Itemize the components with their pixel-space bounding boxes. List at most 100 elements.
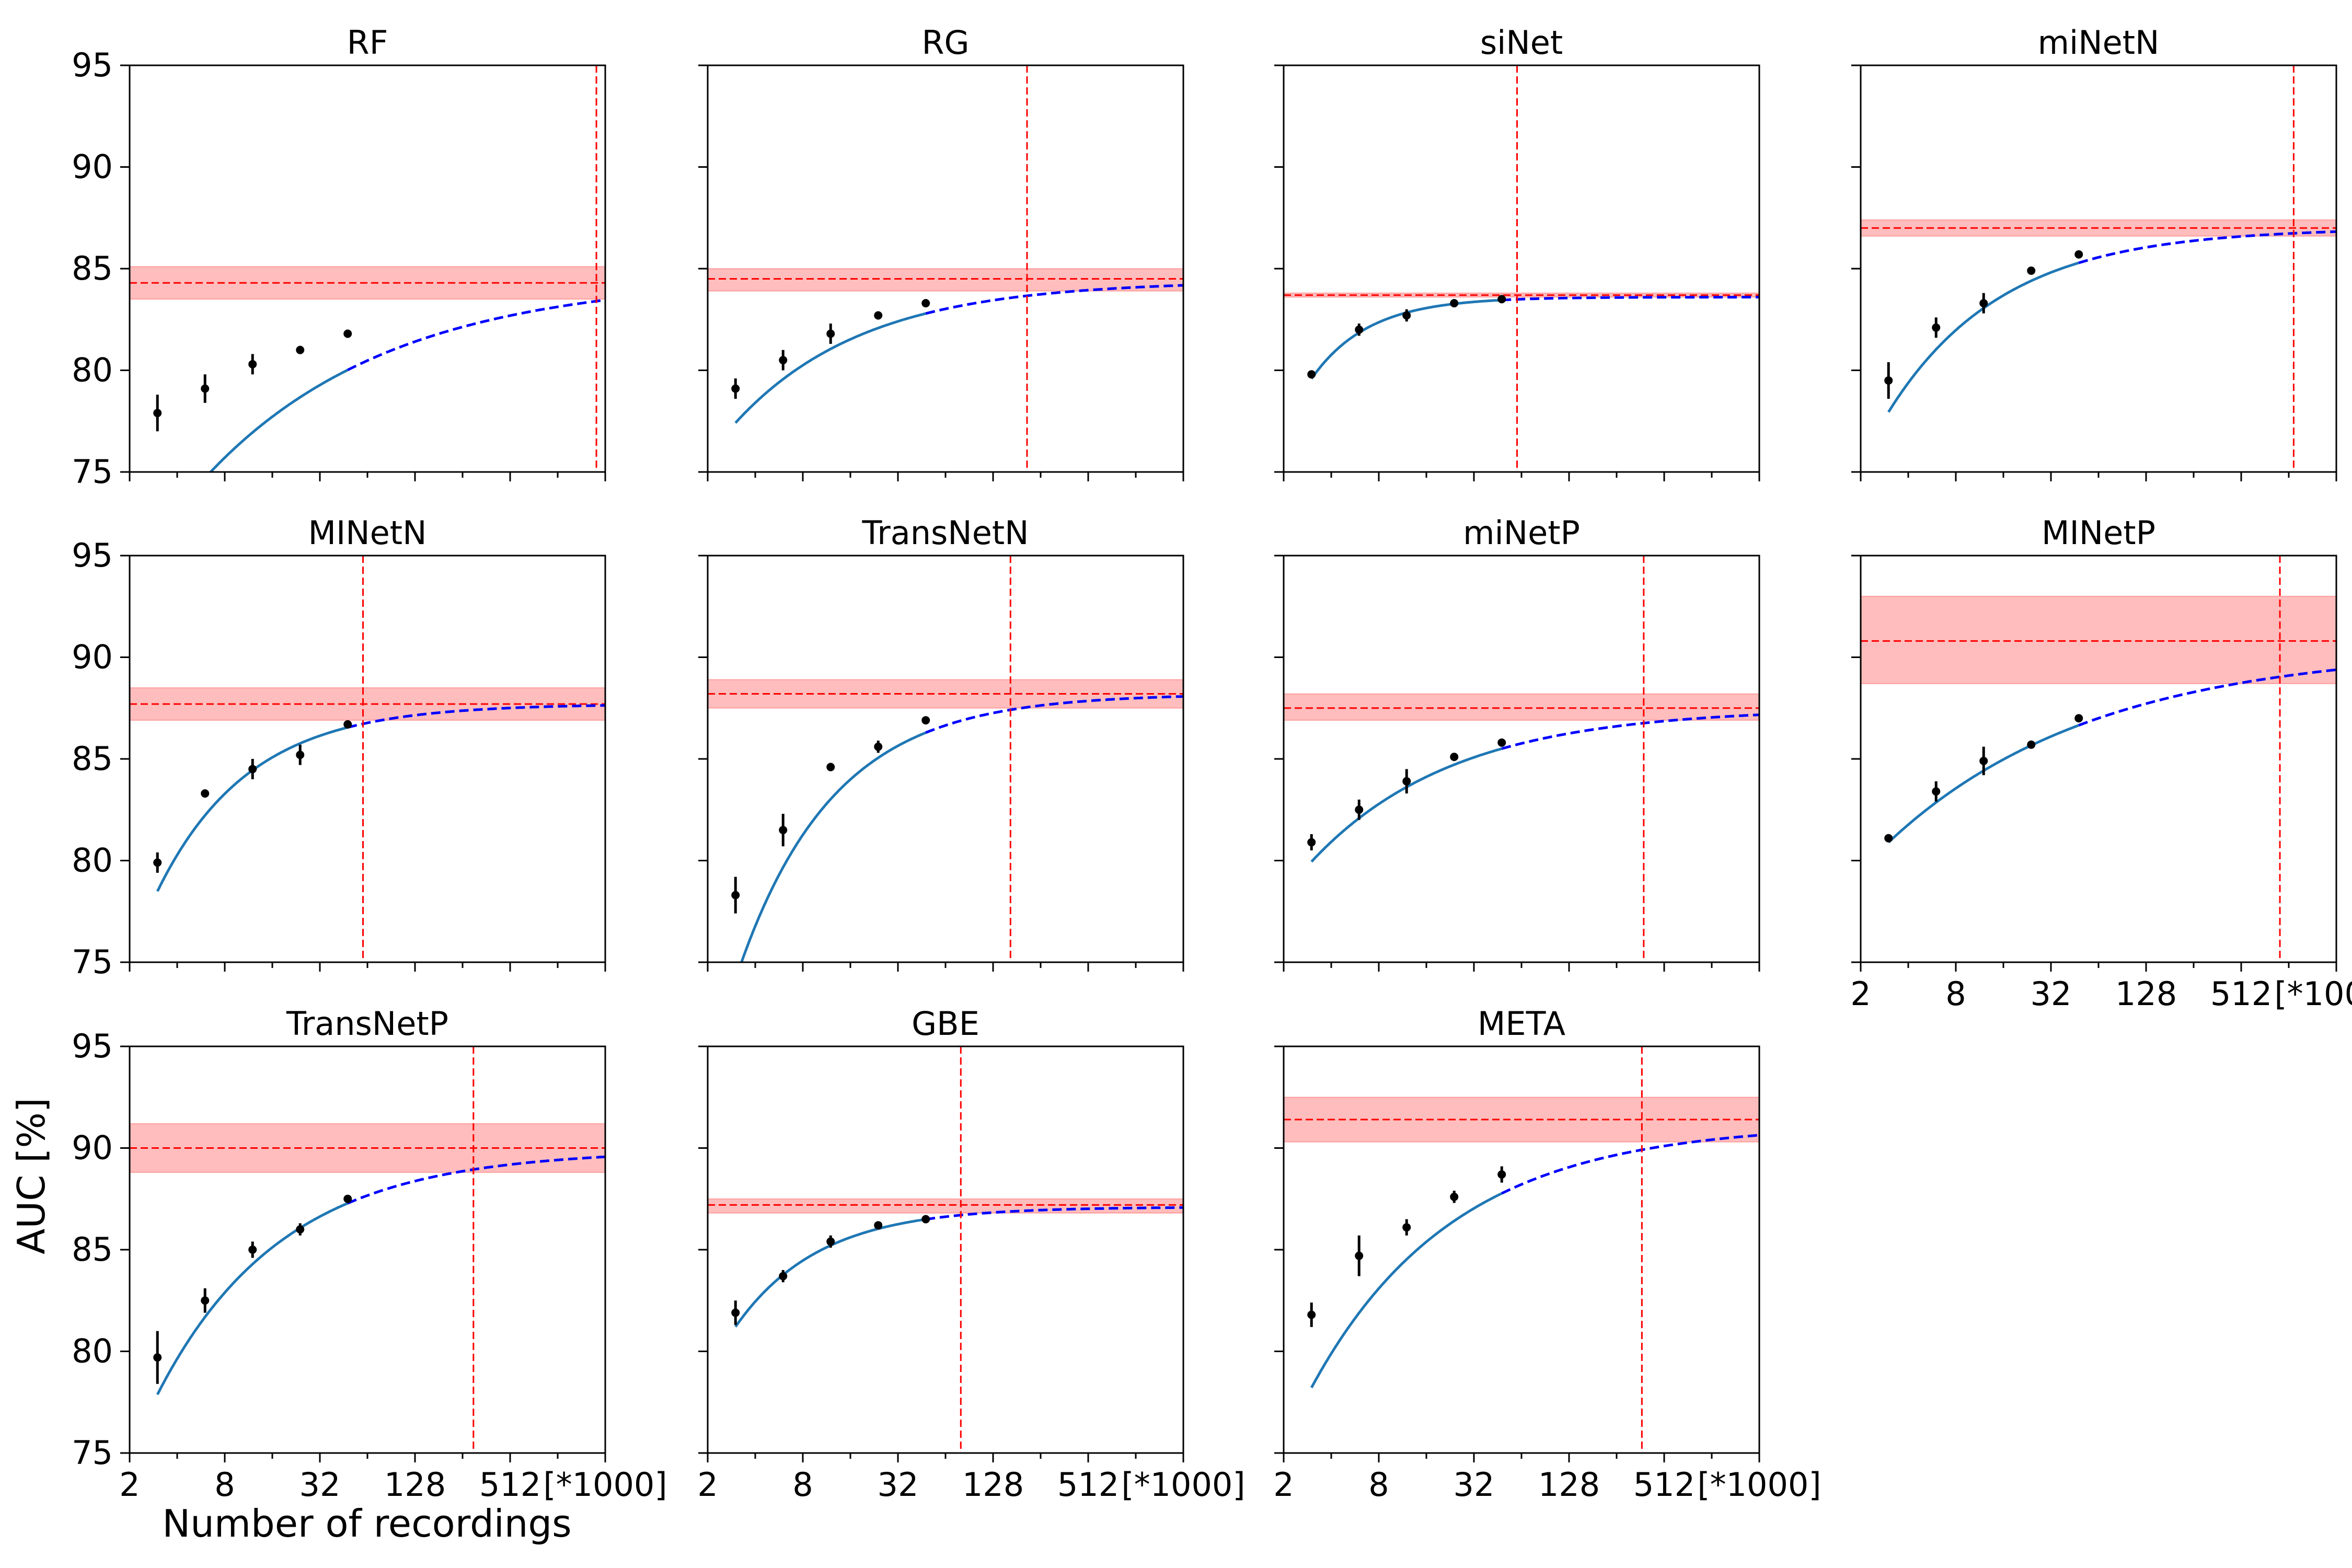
data-point <box>248 360 257 368</box>
y-tick-label: 80 <box>72 1332 113 1370</box>
data-point <box>874 742 883 751</box>
y-tick-label: 90 <box>72 1129 113 1167</box>
subplot-rf: RF 75 80 85 90 95 <box>72 24 606 491</box>
subplot-transnetn: TransNetN <box>698 514 1184 972</box>
data-point <box>826 1237 835 1246</box>
data-point <box>1307 838 1316 847</box>
x-tick-label: 8 <box>1368 1466 1389 1504</box>
data-point <box>201 384 210 393</box>
data-point <box>921 299 930 308</box>
data-point <box>2027 266 2036 275</box>
plot-area <box>1284 1046 1759 1453</box>
data-point <box>296 751 305 759</box>
x-tick-label: 32 <box>299 1466 341 1504</box>
x-tick-label: 8 <box>1945 975 1966 1013</box>
x-axis-label: Number of recordings <box>162 1502 571 1546</box>
x-tick-label: 512 <box>479 1466 541 1504</box>
confidence-band <box>708 268 1183 292</box>
x-tick-label: 8 <box>792 1466 813 1504</box>
data-point <box>1497 738 1506 747</box>
y-tick-label: 75 <box>72 1434 113 1472</box>
extrapolation-curve <box>925 695 1183 734</box>
plot-area <box>130 65 605 472</box>
extrapolation-curve <box>347 298 605 372</box>
data-point <box>153 409 162 418</box>
axes-frame <box>129 1045 606 1454</box>
axes-frame <box>707 1045 1184 1454</box>
x-tick-label: 2 <box>1850 975 1871 1013</box>
x-tick-label: 512 <box>1057 1466 1119 1504</box>
data-point <box>1979 756 1988 765</box>
fit-curve <box>1310 747 1502 863</box>
data-point <box>731 384 740 393</box>
subplot-title: GBE <box>912 1005 979 1043</box>
fit-curve <box>1310 1192 1503 1389</box>
confidence-band <box>1861 595 2336 685</box>
fit-curve <box>734 312 926 424</box>
data-point <box>1497 1170 1506 1179</box>
plot-area <box>130 1046 605 1453</box>
subplot-minetn: miNetN <box>1851 24 2337 481</box>
subplot-rg: RG <box>698 24 1184 481</box>
x-tick-label: 128 <box>2115 975 2177 1013</box>
data-point <box>2027 740 2036 749</box>
data-point <box>731 1308 740 1317</box>
data-point <box>779 826 788 835</box>
x-tick-label: [*1000] <box>1121 1466 1245 1504</box>
x-tick-label: [*1000] <box>2274 975 2352 1013</box>
plot-area <box>708 65 1183 472</box>
plot-area <box>1861 65 2336 472</box>
subplot-title: MINetN <box>308 514 427 552</box>
subplot-title: siNet <box>1480 24 1563 62</box>
y-tick-label: 95 <box>72 1027 113 1065</box>
axes-frame <box>1283 555 1760 963</box>
x-tick-label: 512 <box>2210 975 2272 1013</box>
subplot-sinet: siNet <box>1274 24 1760 481</box>
subplot-minetn: MINetN 75 80 85 90 95 <box>72 514 606 981</box>
subplot-transnetp: TransNetP 75 80 85 90 95 2 8 32 128 512 [*1000] <box>72 1005 667 1504</box>
data-point <box>296 345 305 354</box>
x-tick-label: 512 <box>1633 1466 1695 1504</box>
x-tick-label: 32 <box>1454 1466 1495 1504</box>
subplot-title: TransNetP <box>286 1005 448 1043</box>
data-point <box>921 716 930 725</box>
y-tick-label: 80 <box>72 841 113 880</box>
subplot-title: RF <box>347 24 388 62</box>
subplots-grid: RF 75 80 85 90 95 RG siNet miNetN MINetN 75 80 85 90 9… <box>72 24 2352 1504</box>
plot-area <box>1861 556 2336 962</box>
data-point <box>826 329 835 338</box>
fit-curve <box>209 368 349 472</box>
data-point <box>1402 311 1411 320</box>
data-point <box>1932 323 1941 332</box>
plot-area <box>130 556 605 962</box>
data-point <box>1355 1251 1364 1260</box>
extrapolation-curve <box>925 1206 1183 1221</box>
subplot-title: miNetN <box>2038 24 2160 62</box>
subplot-gbe: GBE 2 8 32 128 512 [*1000] <box>697 1005 1245 1504</box>
data-point <box>153 858 162 867</box>
plot-area <box>1284 556 1759 962</box>
fit-curve <box>1887 724 2080 844</box>
data-point <box>1450 1192 1459 1201</box>
plot-area <box>1284 65 1759 472</box>
data-point <box>201 1296 210 1305</box>
y-tick-label: 90 <box>72 638 113 676</box>
extrapolation-curve <box>347 704 605 729</box>
x-tick-label: 128 <box>962 1466 1024 1504</box>
x-tick-label: 2 <box>1273 1466 1294 1504</box>
extrapolation-curve <box>1502 296 1759 302</box>
y-tick-label: 95 <box>72 46 113 84</box>
data-point <box>921 1215 930 1224</box>
data-point <box>779 1272 788 1281</box>
data-point <box>1979 299 1988 308</box>
x-tick-label: [*1000] <box>543 1466 667 1504</box>
y-tick-label: 85 <box>72 1230 113 1269</box>
data-point <box>826 763 835 771</box>
data-point <box>2074 714 2083 723</box>
fit-curve <box>156 1202 349 1396</box>
subplot-minetp: miNetP <box>1274 514 1760 972</box>
data-point <box>1355 325 1364 334</box>
subplot-title: META <box>1478 1005 1565 1043</box>
subplot-title: miNetP <box>1463 514 1580 552</box>
data-point <box>1307 1310 1316 1319</box>
